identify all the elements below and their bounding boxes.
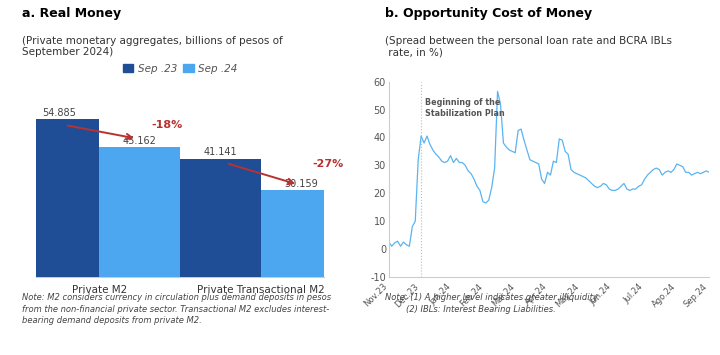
Text: Note: (1) A higher level indicates greater illiquidity.
        (2) IBLs: Intere: Note: (1) A higher level indicates great…	[385, 293, 600, 314]
Bar	[180, 159, 261, 277]
Text: 30.159: 30.159	[284, 179, 318, 189]
Text: -18%: -18%	[151, 120, 182, 130]
Bar	[99, 147, 180, 277]
Text: (Private monetary aggregates, billions of pesos of
September 2024): (Private monetary aggregates, billions o…	[22, 36, 282, 57]
Text: -27%: -27%	[312, 159, 343, 169]
Text: (Spread between the personal loan rate and BCRA IBLs
 rate, in %): (Spread between the personal loan rate a…	[385, 36, 672, 57]
Text: 54.885: 54.885	[42, 108, 76, 118]
Text: a. Real Money: a. Real Money	[22, 7, 121, 20]
Text: 41.141: 41.141	[204, 147, 237, 157]
Text: 45.162: 45.162	[122, 136, 157, 146]
Legend: Sep .23, Sep .24: Sep .23, Sep .24	[119, 60, 241, 78]
Bar	[261, 190, 341, 277]
Bar	[19, 119, 99, 277]
Text: b. Opportunity Cost of Money: b. Opportunity Cost of Money	[385, 7, 593, 20]
Text: Note: M2 considers currency in circulation plus demand deposits in pesos
from th: Note: M2 considers currency in circulati…	[22, 293, 330, 326]
Text: Beginning of the
Stabilization Plan: Beginning of the Stabilization Plan	[425, 98, 505, 119]
